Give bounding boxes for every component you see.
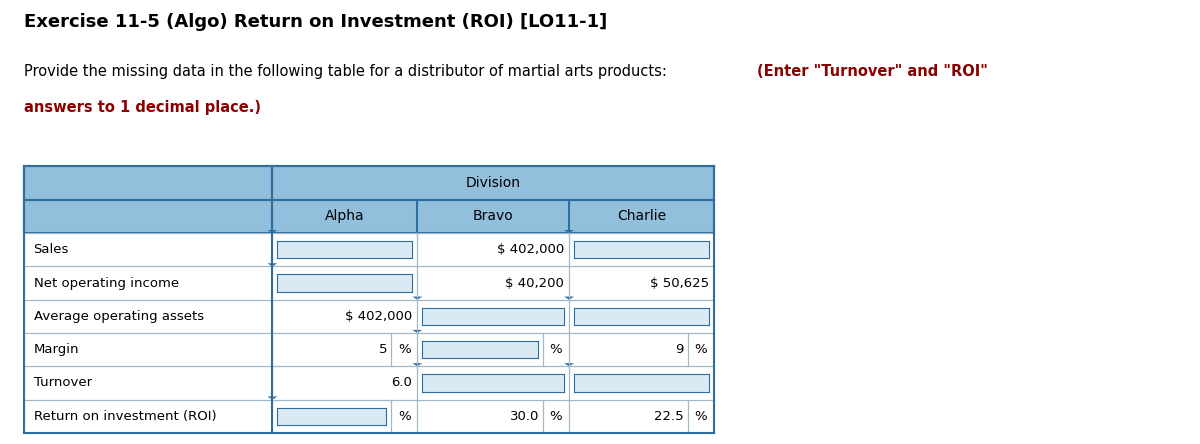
Text: Sales: Sales xyxy=(34,243,68,256)
Text: Margin: Margin xyxy=(34,343,79,356)
Bar xyxy=(272,233,418,266)
Bar xyxy=(418,233,569,266)
Bar xyxy=(542,333,569,366)
Polygon shape xyxy=(268,230,277,233)
Polygon shape xyxy=(564,297,574,300)
Bar xyxy=(569,300,714,333)
Bar xyxy=(24,200,272,233)
Text: Exercise 11-5 (Algo) Return on Investment (ROI) [LO11-1]: Exercise 11-5 (Algo) Return on Investmen… xyxy=(24,13,607,32)
Bar xyxy=(569,400,688,433)
Bar xyxy=(24,233,272,266)
Text: 22.5: 22.5 xyxy=(654,410,684,423)
Text: $ 402,000: $ 402,000 xyxy=(497,243,564,256)
Text: Provide the missing data in the following table for a distributor of martial art: Provide the missing data in the followin… xyxy=(24,64,672,79)
Polygon shape xyxy=(413,363,422,366)
Bar xyxy=(272,400,391,433)
Bar xyxy=(272,366,418,400)
Bar xyxy=(418,366,569,400)
Bar xyxy=(574,241,709,258)
Text: $ 402,000: $ 402,000 xyxy=(346,310,413,323)
Bar xyxy=(272,266,418,300)
Text: %: % xyxy=(550,343,563,356)
Bar xyxy=(24,300,272,333)
Text: Division: Division xyxy=(466,176,521,190)
Polygon shape xyxy=(413,297,422,300)
Bar xyxy=(688,400,714,433)
Text: $ 40,200: $ 40,200 xyxy=(505,277,564,289)
Bar xyxy=(569,200,714,233)
Bar xyxy=(277,274,413,292)
Bar xyxy=(422,308,564,325)
Bar xyxy=(24,333,272,366)
Bar xyxy=(391,333,418,366)
Bar xyxy=(391,400,418,433)
Text: %: % xyxy=(695,343,707,356)
Text: %: % xyxy=(695,410,707,423)
Text: answers to 1 decimal place.): answers to 1 decimal place.) xyxy=(24,100,262,115)
Text: 9: 9 xyxy=(676,343,684,356)
Bar xyxy=(272,300,418,333)
Bar xyxy=(418,333,542,366)
Bar xyxy=(574,374,709,392)
Polygon shape xyxy=(268,263,277,266)
Bar xyxy=(422,374,564,392)
Bar xyxy=(24,366,272,400)
Text: Charlie: Charlie xyxy=(617,210,666,223)
Polygon shape xyxy=(268,396,277,400)
Bar xyxy=(277,408,386,425)
Text: 5: 5 xyxy=(379,343,388,356)
Text: %: % xyxy=(550,410,563,423)
Polygon shape xyxy=(413,330,422,333)
Bar xyxy=(272,200,418,233)
Bar xyxy=(272,166,714,200)
Bar xyxy=(569,333,688,366)
Bar xyxy=(418,200,569,233)
Bar xyxy=(277,241,413,258)
Bar xyxy=(24,266,272,300)
Text: (Enter "Turnover" and "ROI": (Enter "Turnover" and "ROI" xyxy=(757,64,988,79)
Bar xyxy=(569,266,714,300)
Bar xyxy=(24,166,272,200)
Text: 30.0: 30.0 xyxy=(510,410,539,423)
Polygon shape xyxy=(564,363,574,366)
Bar xyxy=(418,300,569,333)
Text: Return on investment (ROI): Return on investment (ROI) xyxy=(34,410,216,423)
Text: Turnover: Turnover xyxy=(34,377,91,389)
Bar xyxy=(272,333,391,366)
Text: Bravo: Bravo xyxy=(473,210,514,223)
Bar xyxy=(574,308,709,325)
Polygon shape xyxy=(564,230,574,233)
Text: $ 50,625: $ 50,625 xyxy=(650,277,709,289)
Bar xyxy=(422,341,538,358)
Bar xyxy=(24,400,272,433)
Text: %: % xyxy=(397,410,410,423)
Bar xyxy=(569,366,714,400)
Bar xyxy=(569,233,714,266)
Text: Net operating income: Net operating income xyxy=(34,277,179,289)
Text: Alpha: Alpha xyxy=(325,210,365,223)
Text: Average operating assets: Average operating assets xyxy=(34,310,204,323)
Bar xyxy=(688,333,714,366)
Text: %: % xyxy=(397,343,410,356)
Bar xyxy=(418,400,542,433)
Text: 6.0: 6.0 xyxy=(391,377,413,389)
Bar xyxy=(542,400,569,433)
Bar xyxy=(418,266,569,300)
